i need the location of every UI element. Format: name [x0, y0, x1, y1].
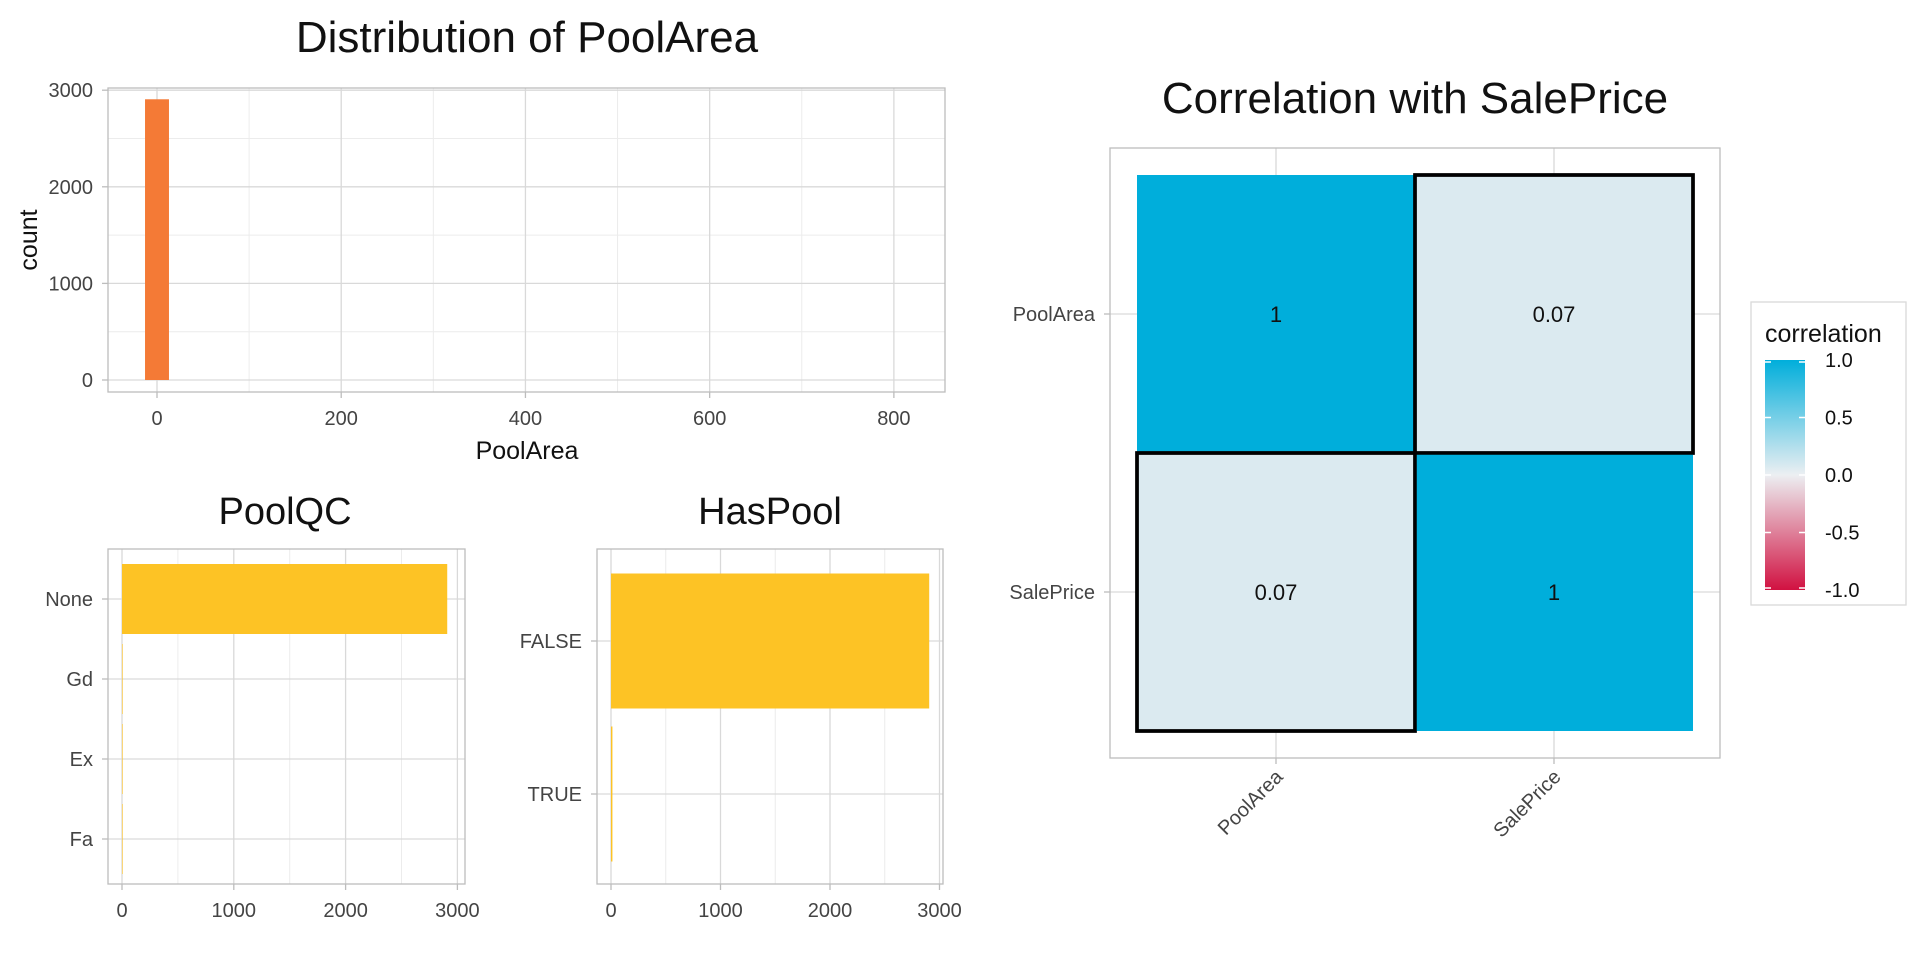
x-tick-label: 1000 [698, 900, 743, 922]
histogram-bars [145, 99, 169, 381]
y-tick-label: PoolArea [1013, 304, 1096, 326]
y-tick-label: Ex [70, 749, 93, 771]
legend-tick-label: 0.0 [1825, 465, 1853, 487]
heatmap-cell [1415, 453, 1693, 731]
y-tick-label: 3000 [49, 80, 94, 102]
plot-grid [108, 88, 945, 392]
bar-fa [122, 804, 123, 874]
heatmap-cell-border [1135, 451, 1417, 733]
y-tick-label: FALSE [520, 631, 582, 653]
x-tick-label: 0 [151, 408, 162, 430]
y-axis-ticks: PoolArea SalePrice [1009, 304, 1110, 604]
legend-title: correlation [1765, 320, 1882, 348]
y-tick-label: 1000 [49, 273, 94, 295]
heatmap-cell [1413, 173, 1695, 455]
x-axis-ticks: 0 1000 2000 3000 [116, 884, 480, 922]
x-axis-ticks: PoolArea SalePrice [1214, 758, 1566, 842]
x-axis-title: PoolArea [476, 437, 579, 465]
y-axis-ticks: None Gd Ex Fa [45, 589, 108, 851]
heatmap-cell-label: 1 [1270, 302, 1282, 327]
heatmap-cell [1135, 451, 1417, 733]
legend-tick-label: 0.5 [1825, 408, 1853, 430]
poolarea-histogram: Distribution of PoolArea 0 200 400 600 800 0… [15, 13, 946, 465]
poolqc-bar-chart: PoolQC 0 1000 2000 3000 None Gd Ex Fa [45, 491, 479, 922]
y-tick-label: TRUE [528, 784, 582, 806]
heatmap-cell-border [1413, 173, 1695, 455]
plot-panel [1109, 147, 1721, 759]
heatmap-cell-label: 1 [1548, 580, 1560, 605]
bar-false [611, 573, 930, 709]
y-tick-label: None [45, 589, 93, 611]
x-tick-label: PoolArea [1214, 765, 1288, 839]
x-axis-ticks: 0 1000 2000 3000 [605, 884, 962, 922]
heatmap-cell [1137, 175, 1415, 453]
bar-none [122, 564, 448, 634]
y-tick-label: 0 [82, 370, 93, 392]
x-axis-ticks: 0 200 400 600 800 [151, 392, 911, 430]
histogram-bar [145, 99, 169, 381]
heatmap-cell-label: 0.07 [1533, 302, 1576, 327]
legend-tick-label: -1.0 [1825, 580, 1859, 602]
legend: correlation 1.0 0.5 0.0 -0.5 -1.0 [1750, 301, 1907, 606]
bars [611, 573, 930, 862]
correlation-heatmap: Correlation with SalePrice 1 0.07 0.07 1 Po… [1009, 74, 1721, 842]
bar-ex [122, 724, 123, 794]
x-tick-label: 200 [325, 408, 358, 430]
plot-panel [107, 548, 466, 885]
heatmap-cell-label: 0.07 [1255, 580, 1298, 605]
legend-colorbar [1765, 360, 1805, 590]
x-tick-label: 400 [509, 408, 542, 430]
legend-ticks: 1.0 0.5 0.0 -0.5 -1.0 [1765, 350, 1859, 602]
x-tick-label: 800 [877, 408, 910, 430]
y-axis-ticks: 0 1000 2000 3000 [49, 80, 108, 392]
haspool-bar-chart: HasPool 0 1000 2000 3000 FALSE TRUE [520, 491, 962, 922]
x-tick-label: 0 [116, 900, 127, 922]
heatmap-cell-labels: 1 0.07 0.07 1 [1255, 302, 1576, 605]
y-tick-label: Fa [70, 829, 94, 851]
x-tick-label: 3000 [435, 900, 480, 922]
bar-true [611, 726, 613, 862]
x-tick-label: 1000 [212, 900, 257, 922]
y-tick-label: 2000 [49, 177, 94, 199]
chart-title: HasPool [698, 491, 842, 533]
y-tick-label: SalePrice [1009, 582, 1095, 604]
chart-title: Distribution of PoolArea [296, 13, 759, 62]
x-tick-label: 600 [693, 408, 726, 430]
x-tick-label: SalePrice [1489, 766, 1565, 842]
plot-panel [596, 548, 944, 885]
chart-title: Correlation with SalePrice [1162, 74, 1668, 123]
legend-tick-label: -0.5 [1825, 523, 1859, 545]
x-tick-label: 2000 [323, 900, 368, 922]
x-tick-label: 2000 [808, 900, 853, 922]
bars [122, 564, 448, 874]
chart-title: PoolQC [218, 491, 351, 533]
plot-panel [107, 87, 946, 393]
y-tick-label: Gd [66, 669, 93, 691]
y-axis-title: count [15, 209, 43, 270]
legend-tick-label: 1.0 [1825, 350, 1853, 372]
bar-gd [122, 644, 123, 714]
x-tick-label: 3000 [917, 900, 962, 922]
x-tick-label: 0 [605, 900, 616, 922]
heatmap-cells [1135, 173, 1695, 733]
y-axis-ticks: FALSE TRUE [520, 631, 597, 806]
